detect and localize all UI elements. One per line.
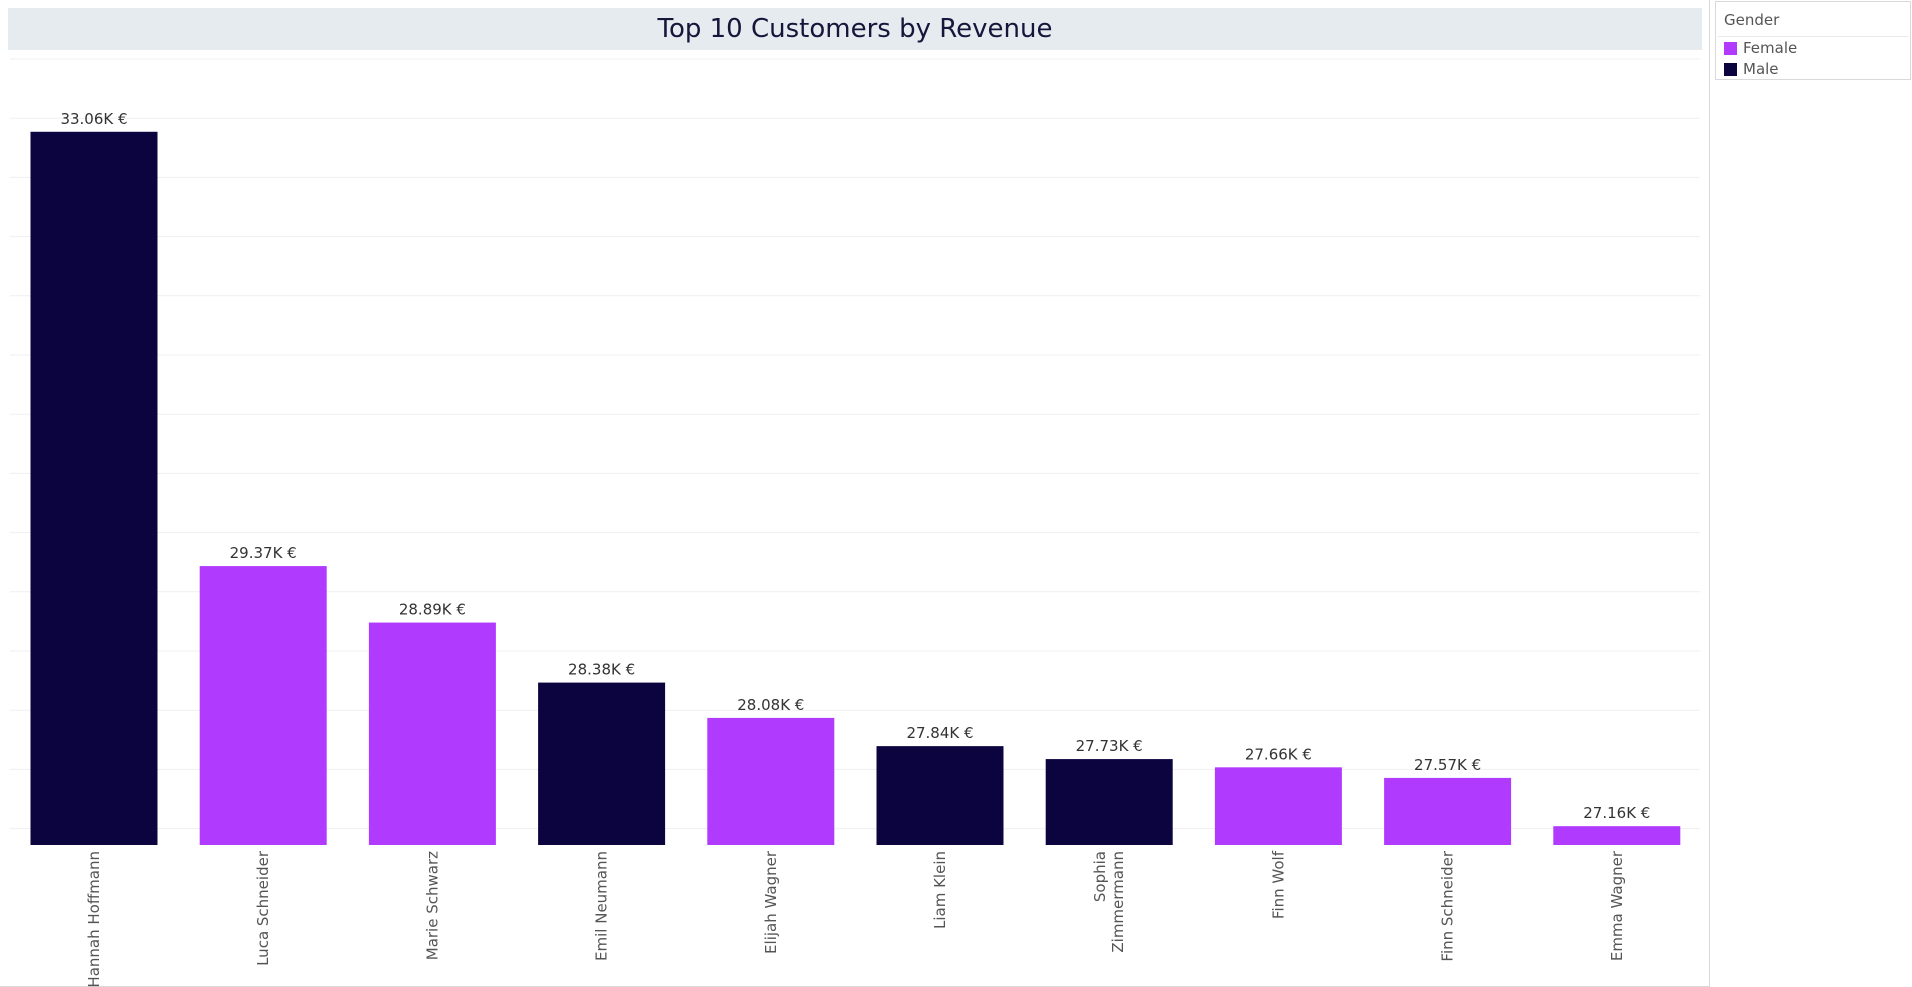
legend-title: Gender	[1724, 11, 1780, 29]
tick-label-line: Sophia	[1091, 851, 1109, 902]
chart-title-bar: Top 10 Customers by Revenue	[8, 8, 1702, 50]
data-label-finn-wolf: 27.66K €	[1245, 745, 1312, 763]
legend-item-female[interactable]: Female	[1724, 39, 1797, 57]
bar-chart-plot: 33.06K € Hannah Hoffmann 29.37K € Luca Schn…	[10, 58, 1700, 987]
bar-hannah-hoffmann[interactable]	[30, 131, 158, 846]
tick-label-line: Liam Klein	[931, 851, 949, 929]
legend: Gender Female Male	[1715, 1, 1911, 80]
tick-label-line: Luca Schneider	[254, 850, 272, 966]
bar-emma-wagner[interactable]	[1553, 826, 1681, 845]
legend-label-male: Male	[1743, 60, 1779, 78]
tick-label-marie-schwarz: Marie Schwarz	[423, 851, 441, 960]
tick-label-sophia-zimmermann: Sophia Zimmermann	[1091, 851, 1127, 953]
bar-marie-schwarz[interactable]	[368, 622, 496, 845]
tick-label-luca-schneider: Luca Schneider	[254, 850, 272, 966]
tick-label-elijah-wagner: Elijah Wagner	[762, 850, 780, 954]
bar-sophia-zimmermann[interactable]	[1045, 759, 1173, 845]
bar-finn-schneider[interactable]	[1384, 777, 1512, 845]
tick-label-line: Finn Schneider	[1439, 850, 1457, 961]
tick-label-line: Zimmermann	[1109, 851, 1127, 953]
tick-label-liam-klein: Liam Klein	[931, 851, 949, 929]
data-label-emma-wagner: 27.16K €	[1583, 804, 1650, 822]
legend-item-male[interactable]: Male	[1724, 60, 1779, 78]
data-label-liam-klein: 27.84K €	[906, 724, 973, 742]
bar-finn-wolf[interactable]	[1214, 767, 1342, 845]
tick-label-finn-schneider: Finn Schneider	[1439, 850, 1457, 961]
tick-label-line: Marie Schwarz	[423, 851, 441, 960]
bar-liam-klein[interactable]	[876, 746, 1004, 845]
data-label-hannah-hoffmann: 33.06K €	[60, 110, 127, 128]
data-label-elijah-wagner: 28.08K €	[737, 696, 804, 714]
legend-swatch-male	[1724, 62, 1737, 76]
tick-label-finn-wolf: Finn Wolf	[1269, 850, 1287, 919]
bar-emil-neumann[interactable]	[538, 682, 666, 845]
tick-label-line: Hannah Hoffmann	[85, 851, 103, 987]
tick-label-line: Elijah Wagner	[762, 850, 780, 954]
data-label-marie-schwarz: 28.89K €	[399, 601, 466, 619]
bar-luca-schneider[interactable]	[199, 566, 327, 845]
tick-label-emil-neumann: Emil Neumann	[593, 851, 611, 961]
tick-label-line: Emma Wagner	[1608, 850, 1626, 961]
legend-swatch-female	[1724, 41, 1737, 55]
tick-label-hannah-hoffmann: Hannah Hoffmann	[85, 851, 103, 987]
data-label-finn-schneider: 27.57K €	[1414, 756, 1481, 774]
tick-label-line: Finn Wolf	[1269, 850, 1287, 919]
tick-label-line: Emil Neumann	[593, 851, 611, 961]
chart-panel: Top 10 Customers by Revenue 33.06K € Hann…	[0, 0, 1710, 987]
legend-label-female: Female	[1743, 39, 1798, 57]
legend-divider	[1718, 36, 1908, 37]
data-label-sophia-zimmermann: 27.73K €	[1076, 737, 1143, 755]
data-label-luca-schneider: 29.37K €	[230, 544, 297, 562]
data-label-emil-neumann: 28.38K €	[568, 661, 635, 679]
chart-title: Top 10 Customers by Revenue	[657, 14, 1053, 44]
tick-label-emma-wagner: Emma Wagner	[1608, 850, 1626, 961]
bar-elijah-wagner[interactable]	[707, 717, 835, 845]
